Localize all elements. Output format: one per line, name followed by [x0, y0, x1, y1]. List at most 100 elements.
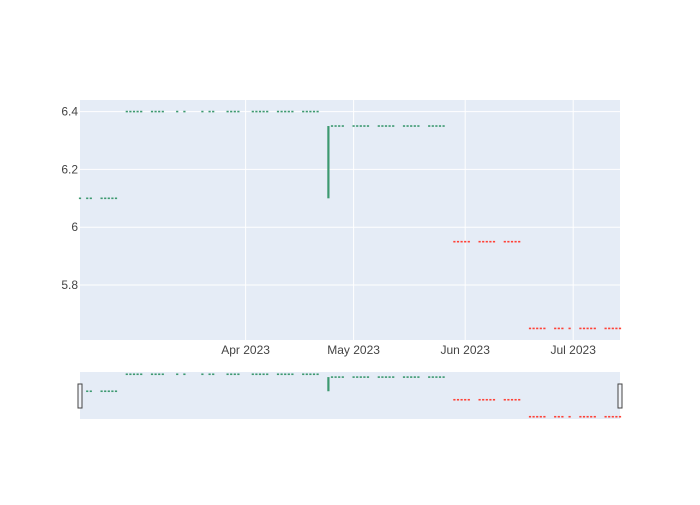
- candle: [230, 110, 233, 113]
- mini-candle: [618, 415, 622, 418]
- candle: [467, 240, 470, 243]
- y-tick-label: 6.2: [61, 162, 78, 176]
- mini-candle: [136, 373, 139, 376]
- mini-candle: [366, 376, 370, 378]
- mini-candle: [431, 376, 434, 378]
- candle: [615, 327, 618, 330]
- candle: [86, 197, 89, 200]
- mini-candle: [590, 415, 593, 418]
- mini-candle: [262, 373, 265, 376]
- candle: [618, 327, 622, 330]
- mini-candle: [586, 415, 589, 418]
- candle: [212, 110, 215, 113]
- candle: [611, 327, 614, 330]
- mini-candle: [428, 376, 431, 378]
- candle: [536, 327, 539, 330]
- mini-candle: [280, 373, 283, 376]
- gridlines: [80, 100, 620, 340]
- mini-candle: [226, 373, 229, 376]
- candle: [431, 125, 434, 127]
- mini-candle: [467, 398, 470, 401]
- rangeslider-right-handle[interactable]: [617, 383, 623, 409]
- mini-candle: [111, 390, 114, 393]
- candle: [482, 240, 485, 243]
- mini-candle: [237, 373, 240, 376]
- mini-candle: [518, 398, 521, 401]
- mini-candle: [582, 415, 586, 418]
- candle: [586, 327, 589, 330]
- candle: [258, 110, 262, 113]
- mini-candle: [453, 398, 456, 401]
- candle: [129, 110, 132, 113]
- candle: [363, 125, 366, 127]
- mini-candle: [536, 415, 539, 418]
- x-tick-label: Jun 2023: [441, 343, 491, 357]
- rangeslider-left-handle[interactable]: [77, 383, 83, 409]
- mini-candle: [392, 376, 395, 378]
- rangeslider-candles: [78, 373, 622, 418]
- mini-candle: [356, 376, 359, 378]
- mini-candle: [276, 373, 280, 376]
- mini-candle: [287, 373, 290, 376]
- mini-candle: [528, 415, 532, 418]
- candle: [107, 197, 110, 200]
- mini-candle: [579, 415, 582, 418]
- mini-candle: [89, 390, 92, 393]
- mini-candle: [507, 398, 510, 401]
- candle: [262, 110, 265, 113]
- mini-candle: [482, 398, 485, 401]
- candle: [543, 327, 546, 330]
- candle: [608, 327, 611, 330]
- candle: [417, 125, 420, 127]
- x-tick-label: May 2023: [327, 343, 380, 357]
- mini-candle: [341, 376, 344, 378]
- candle: [125, 110, 128, 113]
- candle: [410, 125, 413, 127]
- mini-candle: [514, 398, 517, 401]
- candle: [161, 110, 164, 113]
- candle: [557, 327, 560, 330]
- candle: [464, 240, 467, 243]
- candle: [514, 240, 517, 243]
- candle: [428, 125, 431, 127]
- candle: [266, 110, 269, 113]
- mini-candle: [543, 415, 546, 418]
- candle: [136, 110, 139, 113]
- candle: [384, 125, 388, 127]
- candle: [435, 125, 438, 127]
- candle: [528, 327, 532, 330]
- candle: [554, 327, 557, 330]
- mini-candle: [557, 415, 560, 418]
- mini-candle: [568, 415, 571, 418]
- candle: [402, 125, 406, 127]
- candle: [338, 125, 341, 127]
- candle: [284, 110, 287, 113]
- mini-candle: [233, 373, 236, 376]
- candle: [140, 110, 143, 113]
- mini-candle: [561, 415, 564, 418]
- candle: [154, 110, 157, 113]
- mini-candle: [255, 373, 258, 376]
- mini-candle: [208, 373, 211, 376]
- mini-candle: [442, 376, 445, 378]
- candle: [438, 125, 442, 127]
- candle: [255, 110, 258, 113]
- mini-candle: [593, 415, 596, 418]
- candle: [251, 110, 254, 113]
- mini-candle: [417, 376, 420, 378]
- mini-candle: [352, 376, 355, 378]
- mini-candle: [503, 398, 506, 401]
- candle: [89, 197, 92, 200]
- mini-candle: [532, 415, 535, 418]
- candle: [392, 125, 395, 127]
- mini-candle: [554, 415, 557, 418]
- mini-candle: [284, 373, 287, 376]
- candle: [539, 327, 542, 330]
- rangeslider-background[interactable]: [80, 372, 620, 419]
- mini-candle: [478, 398, 481, 401]
- candle: [590, 327, 593, 330]
- plot-area[interactable]: [80, 100, 620, 340]
- mini-candle: [104, 390, 107, 393]
- mini-candle: [539, 415, 542, 418]
